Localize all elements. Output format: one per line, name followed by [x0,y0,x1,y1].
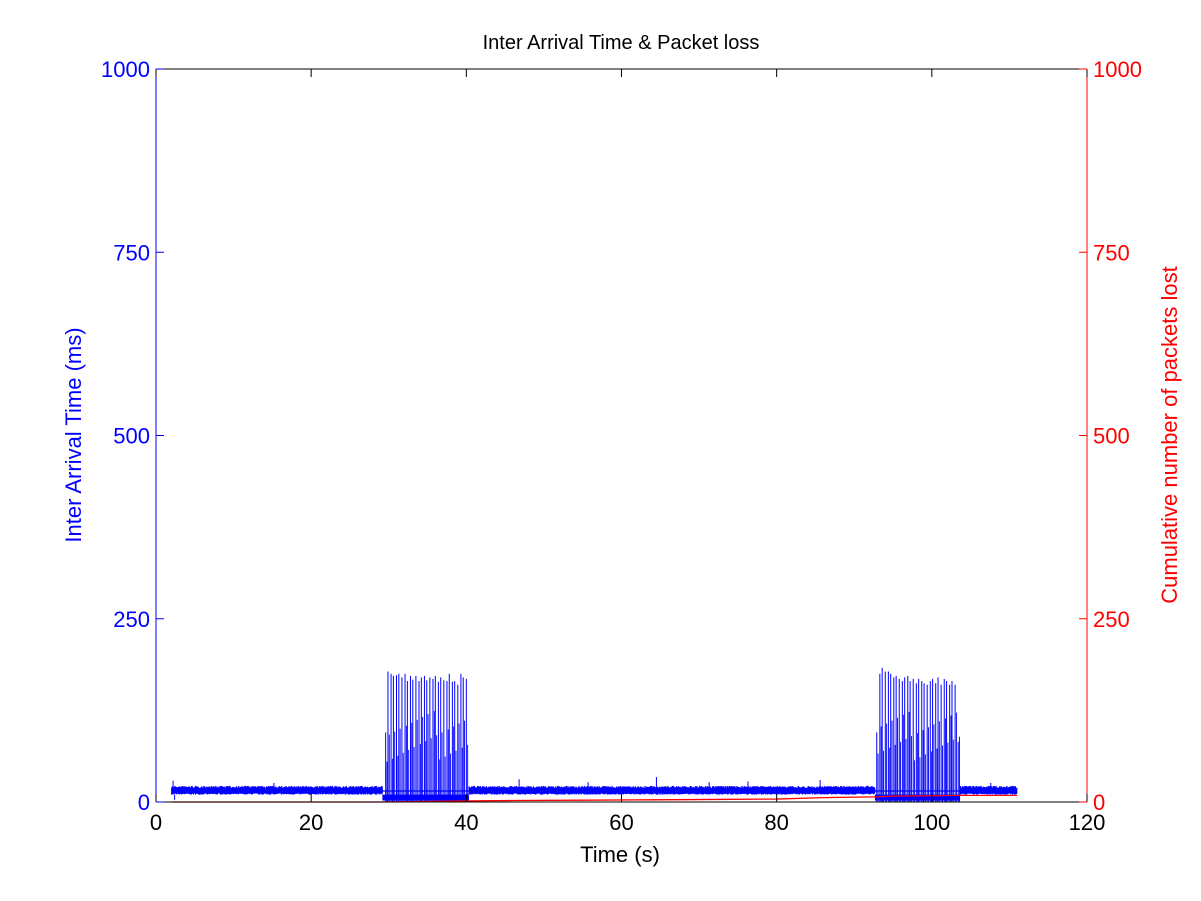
plot-area: 0 20 40 60 80 100 1200250500750100002505007501… [101,57,1142,835]
right-y-tick-label: 1000 [1093,57,1142,82]
left-y-tick-label: 500 [113,424,150,449]
chart-title: Inter Arrival Time & Packet loss [483,32,760,54]
series-inter-arrival-time [171,667,1018,802]
x-tick-label: 60 [609,810,633,835]
left-y-axis-label: Inter Arrival Time (ms) [61,327,86,542]
left-y-tick-label: 1000 [101,57,150,82]
left-y-tick-label: 750 [113,240,150,265]
x-tick-label: 20 [299,810,323,835]
x-tick-label: 0 [150,810,162,835]
x-tick-label: 100 [913,810,950,835]
x-tick-label: 120 [1069,810,1106,835]
left-y-tick-label: 0 [138,790,150,815]
right-y-tick-label: 250 [1093,607,1130,632]
series-cumulative-packets-lost [171,794,1018,803]
plot-background [156,69,1087,802]
right-y-tick-label: 500 [1093,424,1130,449]
right-y-axis-label: Cumulative number of packets lost [1157,266,1182,604]
right-y-tick-label: 750 [1093,240,1130,265]
x-tick-label: 40 [454,810,478,835]
x-tick-label: 80 [764,810,788,835]
left-y-tick-label: 250 [113,607,150,632]
x-axis-label: Time (s) [580,842,660,867]
right-y-tick-label: 0 [1093,790,1105,815]
